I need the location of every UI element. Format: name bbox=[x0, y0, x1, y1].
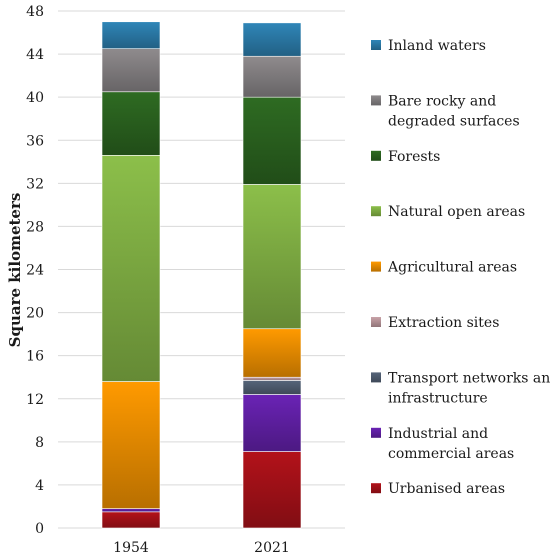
bar-segment-1954-forests bbox=[101, 91, 161, 156]
legend-swatch-inland-waters bbox=[371, 40, 381, 50]
legend-label-extraction-sites: Extraction sites bbox=[388, 315, 499, 331]
legend-swatch-natural-open-areas bbox=[371, 206, 381, 217]
bar-segment-2021-natural-open-areas bbox=[242, 184, 302, 330]
y-tick-label: 44 bbox=[26, 47, 44, 63]
legend-label-agricultural-areas: Agricultural areas bbox=[387, 260, 517, 276]
y-axis-title: Square kilometers bbox=[6, 193, 24, 348]
bar-segment-2021-bare-rocky-and-degraded-surfaces bbox=[242, 55, 302, 98]
legend-swatch-bare-rocky-and-degraded-surfaces bbox=[371, 95, 381, 106]
legend-swatch-agricultural-areas bbox=[371, 261, 381, 272]
y-tick-label: 12 bbox=[26, 392, 44, 408]
x-tick-label: 2021 bbox=[254, 540, 290, 556]
bar-segment-2021-forests bbox=[242, 96, 302, 185]
y-tick-label: 48 bbox=[26, 4, 44, 20]
y-tick-label: 0 bbox=[35, 521, 44, 537]
legend-swatch-transport-networks-and-infrastructure bbox=[371, 372, 381, 383]
legend-swatch-industrial-and-commercial-areas bbox=[371, 427, 381, 438]
y-tick-label: 36 bbox=[26, 133, 44, 149]
y-tick-label: 28 bbox=[26, 219, 44, 235]
legend-label-urbanised-areas: Urbanised areas bbox=[388, 481, 505, 497]
legend-swatch-forests bbox=[371, 150, 381, 161]
bar-segment-2021-extraction-sites bbox=[242, 376, 302, 381]
grid-lines bbox=[58, 10, 345, 529]
x-tick-label: 1954 bbox=[113, 540, 149, 556]
legend: Inland waters Bare rocky and degraded surf… bbox=[371, 38, 550, 497]
legend-swatch-urbanised-areas bbox=[371, 483, 381, 494]
bar-segment-2021-industrial-and-commercial-areas bbox=[242, 394, 302, 452]
y-tick-label: 8 bbox=[35, 435, 44, 451]
legend-label-bare-rocky-and-degraded-surfaces: Bare rocky and degraded surfaces bbox=[388, 93, 520, 129]
bar-segment-1954-industrial-and-commercial-areas bbox=[101, 508, 161, 513]
y-tick-label: 4 bbox=[35, 478, 44, 494]
bar-segment-2021-transport-networks-and-infrastructure bbox=[242, 380, 302, 395]
bar-segment-2021-urbanised-areas bbox=[242, 451, 302, 529]
bars bbox=[101, 21, 302, 529]
bar-segment-1954-bare-rocky-and-degraded-surfaces bbox=[101, 48, 161, 93]
legend-label-forests: Forests bbox=[388, 149, 440, 165]
legend-swatch-extraction-sites bbox=[371, 317, 381, 327]
bar-segment-2021-inland-waters bbox=[242, 22, 302, 57]
bar-segment-1954-natural-open-areas bbox=[101, 155, 161, 382]
y-tick-label: 16 bbox=[26, 349, 44, 365]
bar-segment-2021-agricultural-areas bbox=[242, 328, 302, 378]
legend-label-transport-networks-and-infrastructure: Transport networks and infrastructure bbox=[388, 370, 550, 406]
bar-segment-1954-urbanised-areas bbox=[101, 511, 161, 529]
bar-segment-1954-inland-waters bbox=[101, 21, 161, 49]
y-tick-label: 32 bbox=[26, 176, 44, 192]
bar-segment-1954-agricultural-areas bbox=[101, 381, 161, 509]
y-tick-label: 20 bbox=[26, 306, 44, 322]
y-tick-label: 40 bbox=[26, 90, 44, 106]
legend-label-inland-waters: Inland waters bbox=[388, 38, 486, 54]
legend-label-industrial-and-commercial-areas: Industrial and commercial areas bbox=[388, 426, 514, 462]
axes: Square kilometers 0481216202428323640444… bbox=[6, 4, 290, 556]
y-tick-label: 24 bbox=[26, 263, 44, 279]
legend-label-natural-open-areas: Natural open areas bbox=[388, 204, 525, 220]
